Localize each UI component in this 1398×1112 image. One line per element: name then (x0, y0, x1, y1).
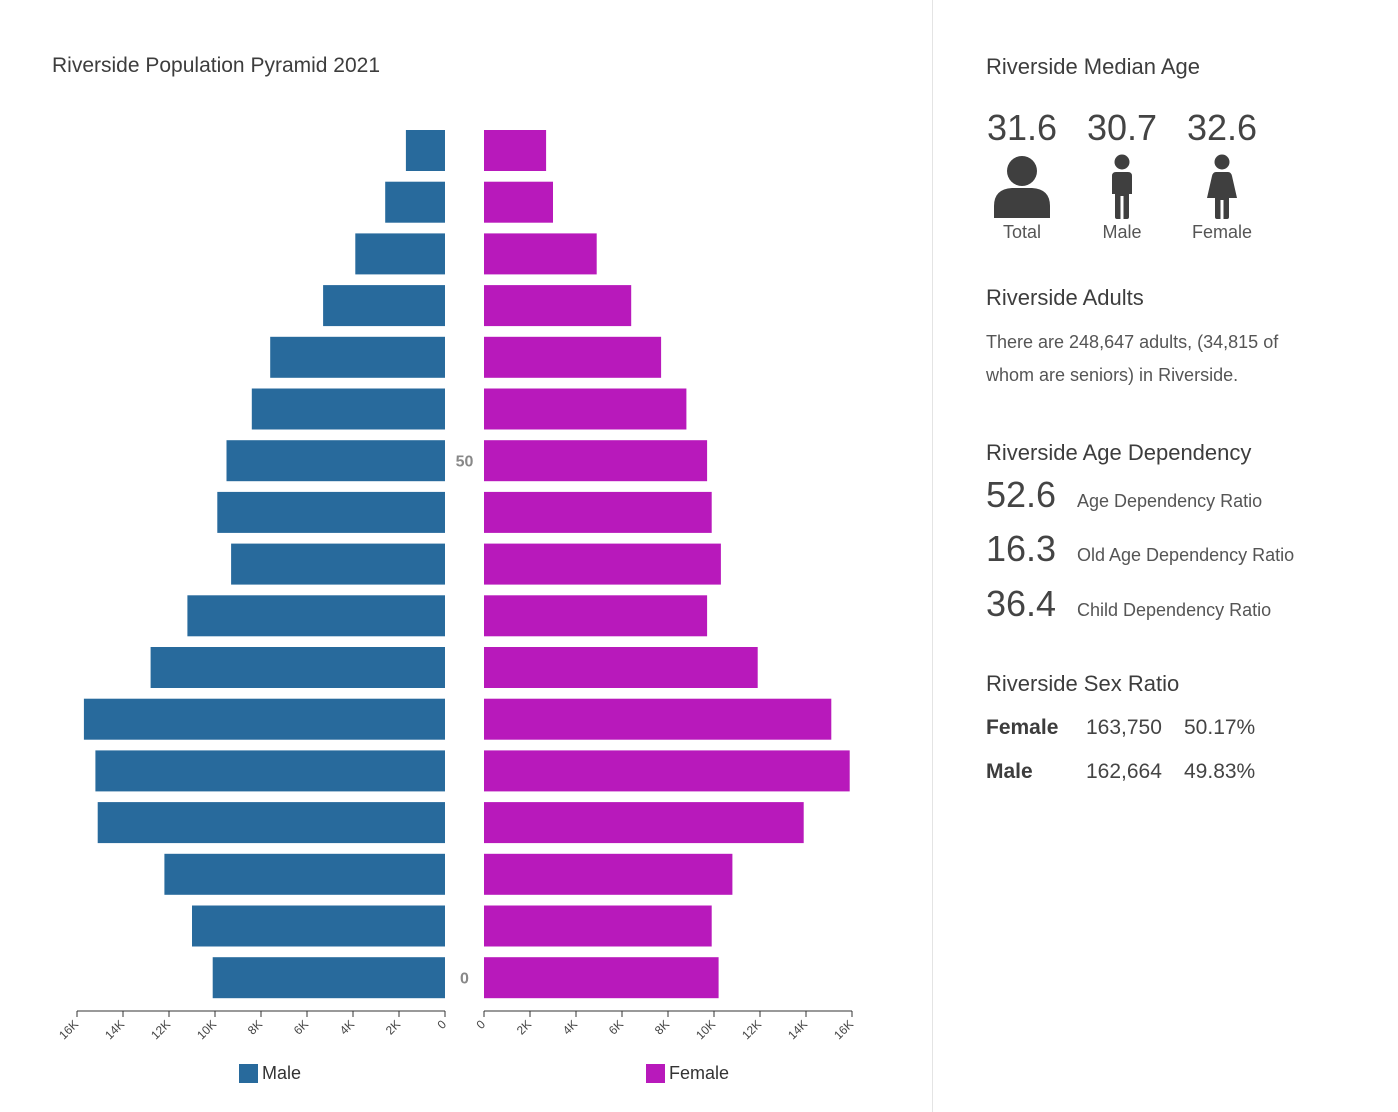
x-tick-label-left: 6K (291, 1017, 311, 1037)
male-bar (95, 750, 446, 792)
sex-ratio-row-female: Female 163,750 50.17% (986, 716, 1255, 740)
x-tick-label-left: 10K (194, 1017, 219, 1042)
x-tick-label-right: 8K (652, 1017, 672, 1037)
legend-label-male: Male (262, 1063, 302, 1083)
dependency-value: 52.6 (986, 474, 1057, 515)
sex-ratio-count: 162,664 (1086, 760, 1162, 783)
male-bar (231, 543, 445, 585)
female-bar (484, 543, 721, 585)
dependency-label: Old Age Dependency Ratio (1077, 545, 1295, 565)
median-age-title: Riverside Median Age (986, 54, 1201, 79)
male-bar (83, 698, 446, 740)
sex-ratio-percent: 49.83% (1184, 760, 1256, 783)
person-icon (972, 154, 1072, 222)
age-axis-label: 0 (460, 971, 469, 988)
male-bar (405, 130, 445, 171)
x-tick-label-left: 2K (383, 1017, 403, 1037)
male-bar (355, 233, 445, 275)
legend-label-female: Female (669, 1063, 730, 1083)
male-bar (251, 388, 445, 430)
dependency-value: 36.4 (986, 583, 1057, 624)
male-bar (323, 285, 445, 327)
legend-item-male[interactable]: Male (239, 1063, 301, 1084)
dependency-row: 36.4 Child Dependency Ratio (986, 583, 1271, 625)
dependency-row: 52.6 Age Dependency Ratio (986, 474, 1262, 516)
legend-swatch-female (646, 1064, 665, 1083)
male-bar (385, 181, 445, 223)
x-tick-label-left: 14K (102, 1017, 127, 1042)
female-bar (484, 130, 547, 171)
x-tick-label-right: 4K (560, 1017, 580, 1037)
median-female-value: 32.6 (1186, 107, 1258, 148)
male-bar (226, 440, 445, 482)
median-female-label: Female (1191, 222, 1253, 242)
female-bar (484, 595, 708, 637)
female-bar (484, 181, 553, 223)
dependency-title: Riverside Age Dependency (986, 440, 1252, 465)
median-male-value: 30.7 (1086, 107, 1158, 148)
sex-ratio-label: Female (986, 716, 1059, 739)
x-tick-label-right: 14K (785, 1017, 810, 1042)
panel-divider (932, 0, 933, 1112)
female-bar (484, 698, 832, 740)
female-icon (1172, 154, 1272, 222)
x-tick-label-right: 10K (693, 1017, 718, 1042)
female-bar (484, 285, 632, 327)
female-bar (484, 750, 850, 792)
x-tick-label-right: 12K (739, 1017, 764, 1042)
female-bar (484, 802, 804, 844)
dependency-label: Age Dependency Ratio (1077, 491, 1263, 511)
male-bar (150, 647, 445, 688)
female-bar (484, 388, 687, 430)
sex-ratio-percent: 50.17% (1184, 716, 1256, 739)
median-male: 30.7 Male (1072, 106, 1172, 243)
legend-item-female[interactable]: Female (646, 1063, 729, 1084)
male-bar (187, 595, 445, 637)
x-tick-label-left: 0 (434, 1017, 449, 1032)
female-bar (484, 233, 597, 275)
male-bar (97, 802, 445, 844)
sex-ratio-title: Riverside Sex Ratio (986, 671, 1180, 696)
x-tick-label-left: 12K (148, 1017, 173, 1042)
x-tick-label-left: 16K (56, 1017, 81, 1042)
male-bar (192, 905, 445, 947)
chart-title: Riverside Population Pyramid 2021 (52, 54, 381, 77)
dependency-row: 16.3 Old Age Dependency Ratio (986, 528, 1294, 570)
x-tick-label-left: 4K (337, 1017, 357, 1037)
female-bar (484, 957, 719, 999)
male-bar (164, 853, 445, 895)
legend-swatch-male (239, 1064, 258, 1083)
median-total-label: Total (1002, 222, 1042, 242)
age-axis-label: 50 (456, 454, 474, 471)
female-bar (484, 905, 712, 947)
male-icon (1072, 154, 1172, 222)
female-bar (484, 647, 758, 688)
median-male-label: Male (1102, 222, 1142, 242)
female-bar (484, 336, 662, 378)
male-bar (212, 957, 445, 999)
x-tick-label-right: 2K (514, 1017, 534, 1037)
median-female: 32.6 Female (1172, 106, 1272, 243)
x-tick-label-right: 0 (473, 1017, 488, 1032)
sex-ratio-row-male: Male 162,664 49.83% (986, 760, 1255, 784)
female-bar (484, 440, 708, 482)
median-total-value: 31.6 (986, 107, 1058, 148)
adults-text: There are 248,647 adults, (34,815 of who… (986, 332, 1279, 385)
female-bar (484, 491, 712, 533)
population-pyramid-chart: 50 0 16K 14K 12K 10K 8K 6K 4K 2K 0 0 2K 4K 6K 8K 10K 12K 1… (56, 130, 856, 1042)
sex-ratio-label: Male (986, 760, 1033, 783)
x-tick-label-left: 8K (245, 1017, 265, 1037)
x-tick-label-right: 16K (831, 1017, 856, 1042)
male-bar (270, 336, 445, 378)
dependency-label: Child Dependency Ratio (1077, 600, 1272, 620)
median-total: 31.6 Total (972, 106, 1072, 243)
sex-ratio-count: 163,750 (1086, 716, 1162, 739)
adults-title: Riverside Adults (986, 285, 1144, 310)
male-bar (217, 491, 445, 533)
dependency-value: 16.3 (986, 528, 1057, 569)
female-bar (484, 853, 733, 895)
x-tick-label-right: 6K (606, 1017, 626, 1037)
